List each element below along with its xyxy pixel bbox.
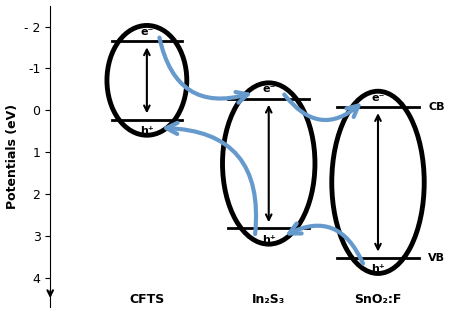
- Text: e⁻: e⁻: [371, 93, 385, 103]
- Text: In₂S₃: In₂S₃: [252, 293, 285, 306]
- Text: h⁺: h⁺: [371, 264, 385, 274]
- Y-axis label: Potentials (eV): Potentials (eV): [6, 104, 19, 209]
- Text: CFTS: CFTS: [129, 293, 165, 306]
- Text: h⁺: h⁺: [140, 126, 154, 136]
- Text: SnO₂:F: SnO₂:F: [354, 293, 402, 306]
- Text: e⁻: e⁻: [262, 84, 276, 94]
- Text: e⁻: e⁻: [140, 27, 154, 37]
- Text: CB: CB: [428, 102, 445, 112]
- Text: VB: VB: [428, 253, 446, 263]
- Text: h⁺: h⁺: [262, 235, 276, 245]
